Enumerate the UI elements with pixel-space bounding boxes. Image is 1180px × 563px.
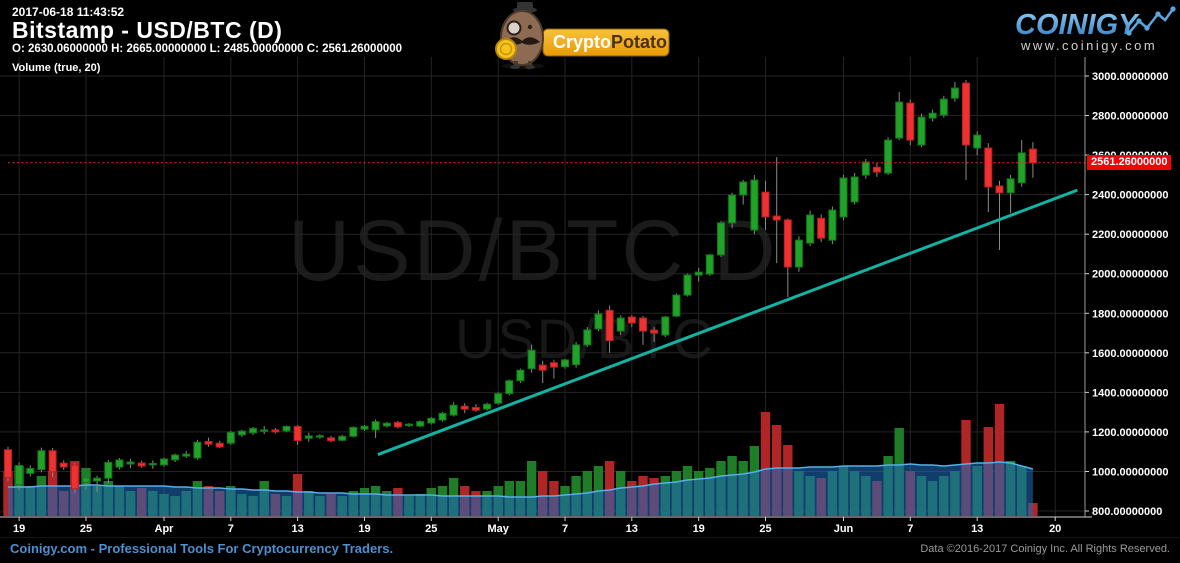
svg-text:13: 13	[971, 523, 983, 535]
svg-text:19: 19	[693, 523, 705, 535]
footer-bar	[0, 537, 1180, 563]
svg-text:1600.00000000: 1600.00000000	[1092, 348, 1168, 360]
volume-indicator-label: Volume (true, 20)	[12, 62, 101, 74]
potato-character-icon	[495, 2, 544, 69]
svg-text:1400.00000000: 1400.00000000	[1092, 387, 1168, 399]
svg-text:20: 20	[1049, 523, 1061, 535]
svg-text:2000.00000000: 2000.00000000	[1092, 269, 1168, 281]
cryptopotato-logo[interactable]: CryptoPotato	[488, 0, 683, 72]
svg-text:May: May	[487, 523, 509, 535]
svg-text:1200.00000000: 1200.00000000	[1092, 427, 1168, 439]
volume-ma-edge	[8, 461, 1034, 498]
coinigy-logo[interactable]: COINIGY www.coinigy.com	[1005, 2, 1180, 58]
svg-text:7: 7	[228, 523, 234, 535]
candles	[4, 80, 1037, 494]
svg-text:2200.00000000: 2200.00000000	[1092, 229, 1168, 241]
y-axis-labels: 3000.000000002800.000000002600.000000002…	[1085, 71, 1168, 518]
chart-timestamp: 2017-06-18 11:43:52	[12, 5, 125, 19]
footer-branding-link[interactable]: Coinigy.com - Professional Tools For Cry…	[10, 541, 394, 556]
coinigy-url: www.coinigy.com	[1020, 38, 1157, 53]
cryptopotato-wordmark: CryptoPotato	[553, 32, 667, 52]
last-price-label: 2561.26000000	[1087, 155, 1172, 170]
svg-text:2800.00000000: 2800.00000000	[1092, 111, 1168, 123]
volume-ma-area	[8, 462, 1033, 516]
svg-text:Jun: Jun	[834, 523, 854, 535]
x-axis-labels: 19 25 Apr 7 13 19 25 May 7 13 19 25 Jun 7 13 20	[13, 517, 1061, 535]
chart-title: Bitstamp - USD/BTC (D)	[12, 17, 283, 43]
svg-text:800.00000000: 800.00000000	[1092, 506, 1162, 518]
footer-copyright: Data ©2016-2017 Coinigy Inc. All Rights …	[920, 543, 1170, 555]
svg-text:13: 13	[626, 523, 638, 535]
ohlc-readout: O: 2630.06000000 H: 2665.00000000 L: 248…	[12, 43, 403, 55]
coinigy-wordmark: COINIGY	[1015, 9, 1140, 41]
svg-text:25: 25	[80, 523, 92, 535]
svg-text:19: 19	[358, 523, 370, 535]
svg-text:7: 7	[907, 523, 913, 535]
svg-text:13: 13	[291, 523, 303, 535]
svg-text:1000.00000000: 1000.00000000	[1092, 467, 1168, 479]
svg-text:3000.00000000: 3000.00000000	[1092, 71, 1168, 83]
chart-zigzag-icon	[1126, 6, 1176, 36]
svg-text:2400.00000000: 2400.00000000	[1092, 190, 1168, 202]
trendline[interactable]	[377, 188, 1078, 457]
svg-text:Apr: Apr	[155, 523, 175, 535]
watermark-pair-large: USD/BTC D	[288, 203, 779, 299]
svg-text:7: 7	[562, 523, 568, 535]
svg-text:19: 19	[13, 523, 25, 535]
svg-text:1800.00000000: 1800.00000000	[1092, 308, 1168, 320]
svg-text:25: 25	[425, 523, 437, 535]
svg-text:25: 25	[759, 523, 771, 535]
